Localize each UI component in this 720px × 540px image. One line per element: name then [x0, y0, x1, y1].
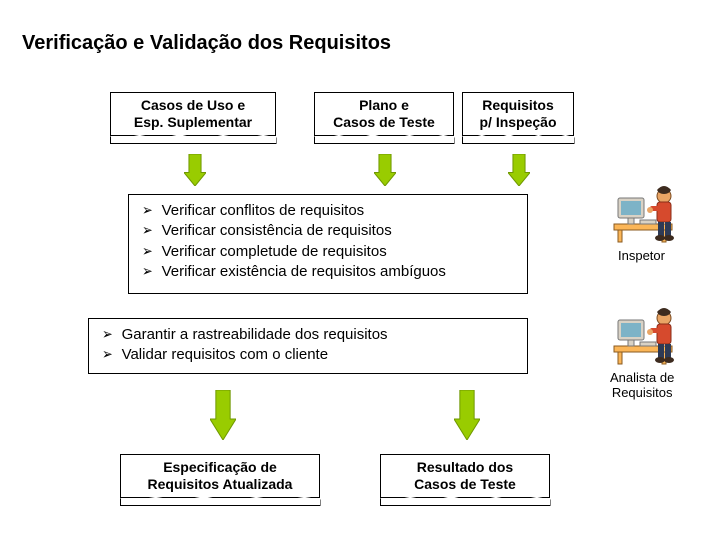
- activity-item: ➢ Verificar conflitos de requisitos: [141, 201, 515, 221]
- role-label: Analista de Requisitos: [610, 370, 674, 400]
- document-line: Requisitos: [482, 97, 554, 115]
- activity-item: ➢ Verificar consistência de requisitos: [141, 221, 515, 241]
- bullet-icon: ➢: [142, 201, 153, 221]
- page-title: Verificação e Validação dos Requisitos: [22, 32, 391, 55]
- down-arrow-icon: [454, 390, 480, 445]
- person-at-computer-icon: [612, 180, 682, 249]
- activity-text: Verificar conflitos de requisitos: [162, 201, 365, 221]
- verification-activities-box: ➢ Verificar conflitos de requisitos ➢ Verif…: [128, 194, 528, 294]
- activity-text: Garantir a rastreabilidade dos requisito…: [122, 325, 388, 345]
- document-line: Resultado dos: [417, 459, 513, 477]
- document-line: Casos de Uso e: [141, 97, 245, 115]
- activity-item: ➢ Garantir a rastreabilidade dos requisit…: [101, 325, 515, 345]
- validation-activities-box: ➢ Garantir a rastreabilidade dos requisit…: [88, 318, 528, 374]
- bullet-icon: ➢: [142, 242, 153, 262]
- activity-item: ➢ Verificar existência de requisitos ambí…: [141, 262, 515, 282]
- bullet-icon: ➢: [102, 325, 113, 345]
- down-arrow-icon: [184, 154, 206, 191]
- bullet-icon: ➢: [142, 221, 153, 241]
- activity-text: Validar requisitos com o cliente: [122, 345, 328, 365]
- bullet-icon: ➢: [142, 262, 153, 282]
- document-line: Plano e: [359, 97, 409, 115]
- activity-item: ➢ Validar requisitos com o cliente: [101, 345, 515, 365]
- activity-text: Verificar existência de requisitos ambíg…: [162, 262, 446, 282]
- document-line: Requisitos Atualizada: [148, 476, 293, 494]
- activity-text: Verificar completude de requisitos: [162, 242, 387, 262]
- down-arrow-icon: [210, 390, 236, 445]
- document-line: Esp. Suplementar: [134, 114, 252, 132]
- person-at-computer-icon: [612, 302, 682, 371]
- down-arrow-icon: [508, 154, 530, 191]
- activity-text: Verificar consistência de requisitos: [162, 221, 392, 241]
- bullet-icon: ➢: [102, 345, 113, 365]
- document-line: Especificação de: [163, 459, 277, 477]
- document-box-top-2: Requisitosp/ Inspeção: [462, 92, 574, 136]
- document-box-top-0: Casos de Uso eEsp. Suplementar: [110, 92, 276, 136]
- document-box-bottom-0: Especificação deRequisitos Atualizada: [120, 454, 320, 498]
- activity-item: ➢ Verificar completude de requisitos: [141, 242, 515, 262]
- document-line: p/ Inspeção: [479, 114, 556, 132]
- document-line: Casos de Teste: [414, 476, 516, 494]
- document-line: Casos de Teste: [333, 114, 435, 132]
- document-box-top-1: Plano eCasos de Teste: [314, 92, 454, 136]
- document-box-bottom-1: Resultado dosCasos de Teste: [380, 454, 550, 498]
- role-label: Inspetor: [618, 248, 665, 263]
- down-arrow-icon: [374, 154, 396, 191]
